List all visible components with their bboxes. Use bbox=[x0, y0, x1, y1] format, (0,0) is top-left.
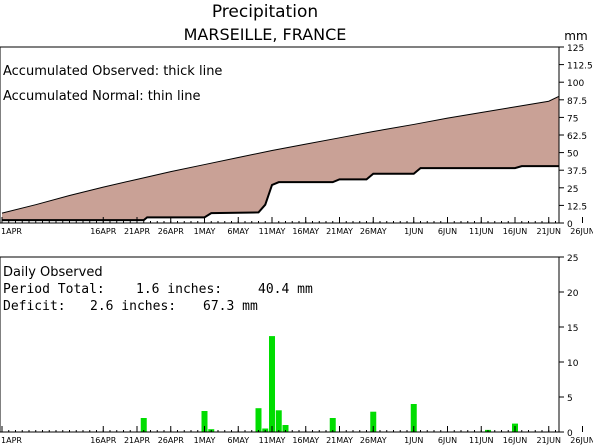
daily-x-tick-label: 26JUN bbox=[570, 436, 593, 445]
deficit-mm: 67.3 mm bbox=[203, 299, 258, 314]
daily-x-tick-label: 1MAY bbox=[194, 436, 216, 445]
accumulated-y-tick-label: 75 bbox=[567, 114, 578, 124]
daily-x-tick-label: 21APR bbox=[124, 436, 150, 445]
daily-bar bbox=[282, 425, 289, 432]
daily-observed-title: Daily Observed bbox=[3, 265, 103, 280]
daily-bar bbox=[410, 404, 417, 432]
accumulated-x-tick-label: 1MAY bbox=[194, 227, 216, 236]
accumulated-x-tick-label: 16MAY bbox=[292, 227, 319, 236]
daily-y-tick-label: 15 bbox=[567, 324, 578, 334]
deficit-label: Deficit: bbox=[3, 299, 66, 314]
daily-x-tick-label: 26MAY bbox=[360, 436, 387, 445]
accumulated-y-tick-label: 112.5 bbox=[567, 62, 593, 72]
accumulated-y-tick-label: 25 bbox=[567, 185, 578, 195]
daily-bar bbox=[329, 418, 336, 432]
period-total-label: Period Total: bbox=[3, 282, 105, 297]
daily-y-axis: 0 5 10 15 20 25 bbox=[559, 254, 579, 439]
accumulated-y-tick-label: 0 bbox=[567, 220, 573, 230]
accumulated-x-tick-label: 11MAY bbox=[259, 227, 286, 236]
accumulated-x-tick-label: 11JUN bbox=[469, 227, 493, 236]
daily-panel-frame bbox=[0, 256, 560, 433]
observed-legend-note: Accumulated Observed: thick line bbox=[3, 64, 222, 79]
daily-y-tick-label: 0 bbox=[567, 429, 573, 439]
daily-bar bbox=[269, 336, 275, 432]
daily-bar bbox=[275, 410, 282, 432]
daily-x-tick-label: 1JUN bbox=[404, 436, 423, 445]
accumulated-y-tick-label: 87.5 bbox=[567, 97, 587, 107]
accumulated-x-tick-label: 16APR bbox=[90, 227, 116, 236]
daily-y-tick-label: 25 bbox=[567, 254, 578, 264]
daily-x-tick-label: 11MAY bbox=[259, 436, 286, 445]
unit-label: mm bbox=[564, 29, 587, 43]
daily-x-tick-label: 16APR bbox=[90, 436, 116, 445]
normal-legend-note: Accumulated Normal: thin line bbox=[3, 89, 201, 104]
accumulated-x-tick-label: 26JUN bbox=[570, 227, 593, 236]
daily-x-tick-label: 11JUN bbox=[469, 436, 493, 445]
period-total-mm: 40.4 mm bbox=[258, 282, 313, 297]
accumulated-y-tick-label: 125 bbox=[567, 44, 584, 54]
accumulated-normal-line bbox=[1, 87, 560, 214]
daily-y-tick-label: 5 bbox=[567, 394, 573, 404]
daily-x-tick-label: 6MAY bbox=[227, 436, 249, 445]
daily-y-tick-label: 20 bbox=[567, 289, 579, 299]
daily-x-tick-label: 21MAY bbox=[326, 436, 353, 445]
accumulated-x-tick-label: 21APR bbox=[124, 227, 150, 236]
daily-bar bbox=[140, 418, 147, 432]
deficit-inches: 2.6 inches: bbox=[90, 299, 176, 314]
accumulated-x-tick-label: 6JUN bbox=[438, 227, 457, 236]
daily-bars bbox=[140, 336, 518, 432]
accumulated-x-tick-label: 16JUN bbox=[503, 227, 527, 236]
daily-x-axis: 1APR 16APR 21APR 26APR 1MAY 6MAY 11MAY 16MAY 21M… bbox=[1, 426, 593, 445]
daily-panel: 0 5 10 15 20 25 1APR 16APR 21APR 26APR 1MAY 6MAY 11… bbox=[0, 254, 593, 445]
daily-bar bbox=[370, 411, 377, 432]
period-total-inches: 1.6 inches: bbox=[136, 282, 222, 297]
accumulated-x-tick-label: 1APR bbox=[1, 227, 22, 236]
accumulated-y-tick-label: 62.5 bbox=[567, 132, 587, 142]
accumulated-x-tick-label: 21MAY bbox=[326, 227, 353, 236]
daily-y-tick-label: 10 bbox=[567, 359, 579, 369]
daily-x-tick-label: 16JUN bbox=[503, 436, 527, 445]
daily-x-tick-label: 1APR bbox=[1, 436, 22, 445]
daily-x-tick-label: 6JUN bbox=[438, 436, 457, 445]
accumulated-x-tick-label: 26APR bbox=[158, 227, 184, 236]
accumulated-y-axis: 0 12.5 25 37.5 50 62.5 75 87.5 100 112.5 125 bbox=[559, 44, 593, 230]
accumulated-x-tick-label: 21JUN bbox=[537, 227, 561, 236]
accumulated-observed-line bbox=[2, 165, 559, 222]
accumulated-x-tick-label: 1JUN bbox=[404, 227, 423, 236]
chart-subtitle: MARSEILLE, FRANCE bbox=[184, 25, 347, 44]
accumulated-y-tick-label: 100 bbox=[567, 79, 584, 89]
accumulated-x-tick-label: 6MAY bbox=[227, 227, 249, 236]
accumulated-y-tick-label: 50 bbox=[567, 150, 579, 160]
accumulated-y-tick-label: 12.5 bbox=[567, 202, 587, 212]
daily-x-tick-label: 16MAY bbox=[292, 436, 319, 445]
accumulated-y-tick-label: 37.5 bbox=[567, 167, 587, 177]
accumulated-deficit-area bbox=[2, 87, 559, 221]
daily-x-tick-label: 21JUN bbox=[537, 436, 561, 445]
chart-title: Precipitation bbox=[212, 2, 318, 22]
accumulated-x-axis: 1APR 16APR 21APR 26APR 1MAY 6MAY 11MAY 16MAY 21M… bbox=[1, 217, 593, 236]
accumulated-x-tick-label: 26MAY bbox=[360, 227, 387, 236]
daily-bar bbox=[255, 408, 262, 432]
daily-bar bbox=[201, 411, 208, 432]
daily-x-tick-label: 26APR bbox=[158, 436, 184, 445]
